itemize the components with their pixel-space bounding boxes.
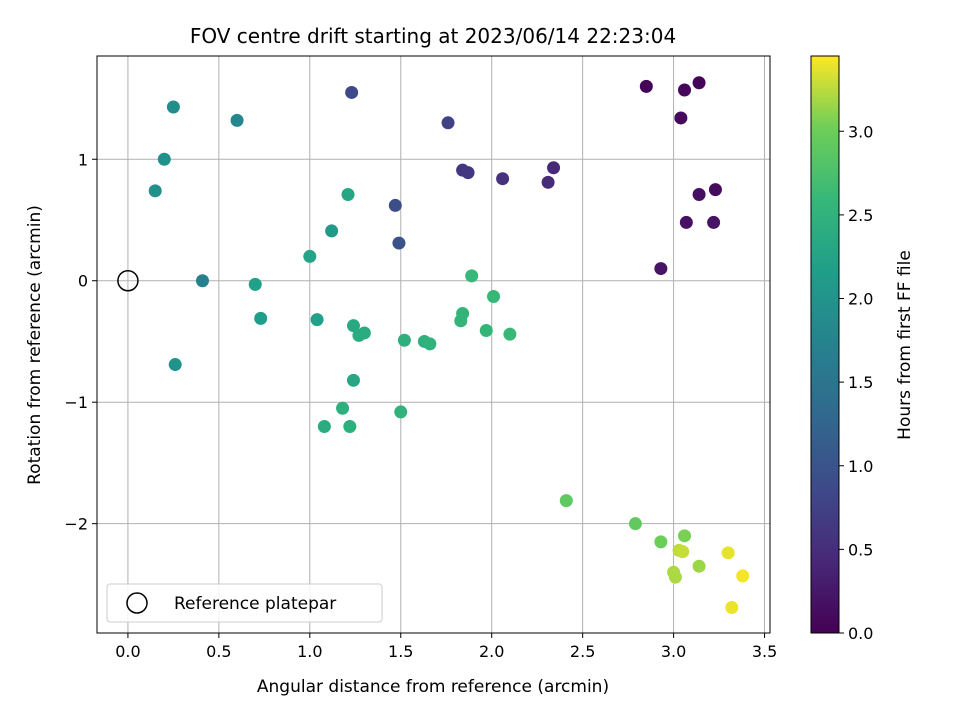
data-point bbox=[692, 76, 706, 90]
data-point bbox=[487, 290, 501, 304]
data-point bbox=[394, 405, 408, 419]
data-point bbox=[345, 85, 359, 99]
data-point bbox=[357, 326, 371, 340]
data-point bbox=[547, 161, 561, 175]
data-point bbox=[397, 333, 411, 347]
data-point bbox=[341, 187, 355, 201]
data-point bbox=[725, 600, 739, 614]
colorbar-tick-label: 3.0 bbox=[848, 122, 873, 141]
data-point bbox=[195, 274, 209, 288]
y-tick-label: −2 bbox=[64, 515, 88, 534]
x-tick-label: 3.5 bbox=[752, 642, 777, 661]
data-point bbox=[496, 172, 510, 186]
data-point bbox=[343, 419, 357, 433]
x-tick-label: 2.0 bbox=[479, 642, 504, 661]
legend: Reference platepar bbox=[106, 583, 383, 623]
data-point bbox=[559, 494, 573, 508]
data-point bbox=[707, 215, 721, 229]
colorbar-tick-label: 2.0 bbox=[848, 290, 873, 309]
x-tick-label: 0.5 bbox=[206, 642, 231, 661]
data-point bbox=[674, 111, 688, 125]
data-point bbox=[441, 116, 455, 130]
data-point bbox=[676, 545, 690, 559]
y-tick-label: −1 bbox=[64, 393, 88, 412]
legend-box bbox=[106, 583, 383, 623]
x-axis-ticks: 0.0 0.5 1.0 1.5 2.0 2.5 3.0 3.5 bbox=[115, 633, 777, 661]
chart-title: FOV centre drift starting at 2023/06/14 … bbox=[190, 24, 676, 48]
colorbar-tick-label: 2.5 bbox=[848, 206, 873, 225]
data-point bbox=[692, 187, 706, 201]
data-point bbox=[325, 224, 339, 238]
x-axis-label: Angular distance from reference (arcmin) bbox=[257, 677, 609, 697]
data-point bbox=[168, 358, 182, 372]
y-axis-label: Rotation from reference (arcmin) bbox=[25, 205, 45, 485]
colorbar-gradient bbox=[810, 55, 840, 634]
data-point bbox=[317, 419, 331, 433]
data-point bbox=[310, 313, 324, 327]
data-point bbox=[388, 198, 402, 212]
data-point bbox=[678, 529, 692, 543]
colorbar-tick-label: 1.5 bbox=[848, 373, 873, 392]
data-point bbox=[679, 215, 693, 229]
x-tick-label: 1.0 bbox=[297, 642, 322, 661]
data-point bbox=[668, 570, 682, 584]
data-point bbox=[392, 236, 406, 250]
data-point bbox=[157, 152, 171, 166]
reference-point bbox=[117, 269, 139, 292]
grid bbox=[97, 56, 770, 633]
data-point bbox=[248, 277, 262, 291]
data-point bbox=[461, 166, 475, 180]
data-point bbox=[479, 324, 493, 338]
colorbar: 0.0 0.5 1.0 1.5 2.0 2.5 3.0 Hours from first F… bbox=[810, 55, 915, 643]
data-point bbox=[721, 546, 735, 560]
data-point bbox=[628, 517, 642, 531]
colorbar-tick-label: 0.5 bbox=[848, 540, 873, 559]
data-point bbox=[678, 83, 692, 97]
data-point bbox=[423, 337, 437, 351]
x-tick-label: 1.5 bbox=[388, 642, 413, 661]
data-point bbox=[708, 183, 722, 197]
colorbar-tick-label: 1.0 bbox=[848, 457, 873, 476]
data-point bbox=[654, 262, 668, 276]
data-point bbox=[639, 79, 653, 93]
x-tick-label: 0.0 bbox=[115, 642, 140, 661]
data-point bbox=[541, 175, 555, 189]
data-point bbox=[736, 569, 750, 583]
data-point bbox=[456, 307, 470, 321]
data-point bbox=[336, 401, 350, 415]
colorbar-label: Hours from first FF file bbox=[895, 250, 915, 440]
data-point bbox=[148, 184, 162, 198]
data-point bbox=[303, 249, 317, 263]
data-point bbox=[654, 535, 668, 549]
colorbar-tick-label: 0.0 bbox=[848, 624, 873, 643]
data-point bbox=[465, 269, 479, 283]
plot-frame bbox=[96, 55, 771, 634]
data-point bbox=[692, 559, 706, 573]
data-point bbox=[166, 100, 180, 114]
y-tick-label: 0 bbox=[78, 272, 88, 291]
legend-entry: Reference platepar bbox=[174, 594, 336, 614]
data-point bbox=[254, 311, 268, 325]
data-point bbox=[230, 113, 244, 127]
data-point bbox=[346, 319, 360, 333]
legend-marker bbox=[126, 592, 148, 614]
colorbar-ticks: 0.0 0.5 1.0 1.5 2.0 2.5 3.0 bbox=[839, 122, 873, 643]
y-tick-label: 1 bbox=[78, 150, 88, 169]
data-point bbox=[346, 373, 360, 387]
x-tick-label: 2.5 bbox=[570, 642, 595, 661]
data-point bbox=[503, 327, 517, 341]
data-points bbox=[117, 76, 750, 614]
x-tick-label: 3.0 bbox=[661, 642, 686, 661]
y-axis-ticks: −2 −1 0 1 bbox=[64, 150, 97, 534]
